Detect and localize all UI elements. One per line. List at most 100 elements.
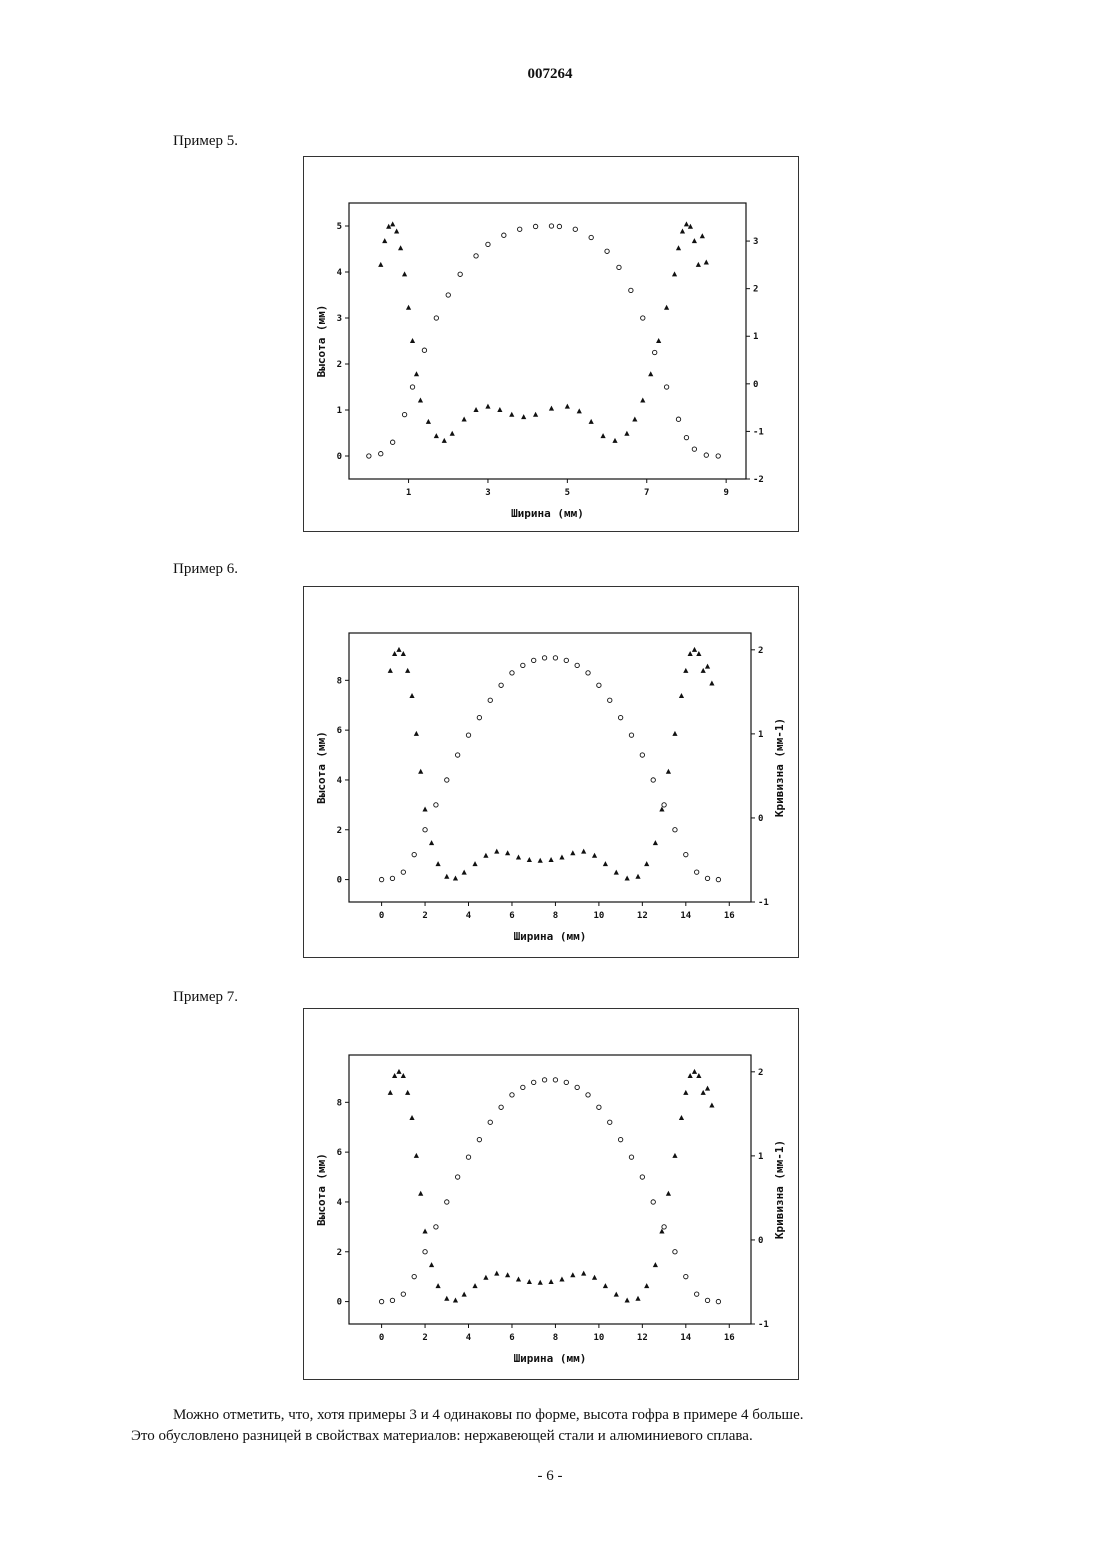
curvature-point	[516, 1276, 521, 1281]
height-point	[510, 1093, 514, 1097]
x-axis-label: Ширина (мм)	[514, 1352, 587, 1365]
curvature-point	[472, 1283, 477, 1288]
x-tick-label: 6	[509, 911, 514, 921]
height-point	[716, 1299, 720, 1303]
x-tick-label: 1	[406, 488, 411, 498]
height-point	[401, 870, 405, 874]
x-tick-label: 16	[724, 911, 735, 921]
y2-tick-label: 2	[758, 1068, 763, 1078]
height-point	[434, 803, 438, 807]
height-point	[673, 828, 677, 832]
height-point	[379, 877, 383, 881]
curvature-point	[656, 338, 661, 343]
height-point	[676, 417, 680, 421]
curvature-point	[581, 849, 586, 854]
height-point	[434, 1225, 438, 1229]
curvature-point	[402, 271, 407, 276]
curvature-point	[497, 407, 502, 412]
y-axis-label: Высота (мм)	[315, 731, 328, 804]
height-point	[458, 272, 462, 276]
curvature-point	[548, 1279, 553, 1284]
curvature-point	[577, 408, 582, 413]
height-point	[549, 224, 553, 228]
body-text: Можно отметить, что, хотя примеры 3 и 4 …	[131, 1405, 991, 1447]
x-tick-label: 12	[637, 1333, 648, 1343]
curvature-point	[485, 404, 490, 409]
height-point	[641, 316, 645, 320]
curvature-point	[409, 1115, 414, 1120]
curvature-point	[462, 417, 467, 422]
chart-example-7: 024681012141602468-1012Ширина (мм)Высота…	[304, 1009, 798, 1379]
curvature-point	[410, 338, 415, 343]
curvature-point	[462, 870, 467, 875]
height-point	[466, 733, 470, 737]
height-point	[486, 242, 490, 246]
height-point	[521, 663, 525, 667]
y-tick-label: 4	[337, 776, 343, 786]
height-point	[640, 1175, 644, 1179]
height-point	[542, 656, 546, 660]
curvature-point	[538, 858, 543, 863]
height-point	[455, 753, 459, 757]
curvature-point	[418, 1191, 423, 1196]
height-point	[412, 852, 416, 856]
height-point	[564, 658, 568, 662]
curvature-point	[406, 305, 411, 310]
curvature-point	[666, 769, 671, 774]
curvature-point	[648, 371, 653, 376]
x-tick-label: 5	[565, 488, 570, 498]
height-point	[510, 671, 514, 675]
x-tick-label: 16	[724, 1333, 735, 1343]
curvature-point	[435, 861, 440, 866]
curvature-point	[672, 731, 677, 736]
body-paragraph-1: Можно отметить, что, хотя примеры 3 и 4 …	[131, 1405, 991, 1426]
x-tick-label: 4	[466, 911, 472, 921]
height-point	[455, 1175, 459, 1179]
height-point	[488, 698, 492, 702]
x-tick-label: 10	[593, 1333, 604, 1343]
height-point	[532, 658, 536, 662]
y2-tick-label: 0	[753, 380, 758, 390]
curvature-point	[664, 305, 669, 310]
curvature-point	[640, 397, 645, 402]
curvature-point	[396, 1069, 401, 1074]
height-point	[617, 265, 621, 269]
y-axis-label: Высота (мм)	[315, 1153, 328, 1226]
curvature-point	[676, 245, 681, 250]
curvature-point	[692, 1069, 697, 1074]
curvature-point	[679, 1115, 684, 1120]
curvature-point	[565, 404, 570, 409]
curvature-point	[473, 407, 478, 412]
height-point	[684, 1274, 688, 1278]
curvature-point	[644, 861, 649, 866]
curvature-point	[709, 1102, 714, 1107]
y-tick-label: 4	[337, 1198, 343, 1208]
height-point	[518, 227, 522, 231]
figure-example-5: 13579012345-2-10123Ширина (мм)Высота (мм…	[303, 156, 799, 532]
height-point	[573, 227, 577, 231]
curvature-point	[462, 1292, 467, 1297]
curvature-point	[426, 419, 431, 424]
curvature-point	[378, 262, 383, 267]
figure-example-6: 024681012141602468-1012Ширина (мм)Высота…	[303, 586, 799, 958]
curvature-point	[521, 414, 526, 419]
curvature-point	[666, 1191, 671, 1196]
height-point	[521, 1085, 525, 1089]
height-point	[445, 778, 449, 782]
body-paragraph-2: Это обусловлено разницей в свойствах мат…	[131, 1426, 991, 1447]
height-point	[705, 876, 709, 880]
curvature-point	[612, 438, 617, 443]
curvature-point	[704, 259, 709, 264]
height-point	[662, 1225, 666, 1229]
y2-tick-label: -1	[758, 898, 769, 908]
y2-tick-label: 3	[753, 237, 758, 247]
curvature-point	[614, 870, 619, 875]
y-axis-label: Высота (мм)	[315, 305, 328, 378]
curvature-point	[527, 1279, 532, 1284]
x-tick-label: 2	[422, 1333, 427, 1343]
height-point	[629, 733, 633, 737]
y2-tick-label: 2	[758, 646, 763, 656]
height-point	[434, 316, 438, 320]
curvature-point	[434, 433, 439, 438]
curvature-point	[483, 1275, 488, 1280]
